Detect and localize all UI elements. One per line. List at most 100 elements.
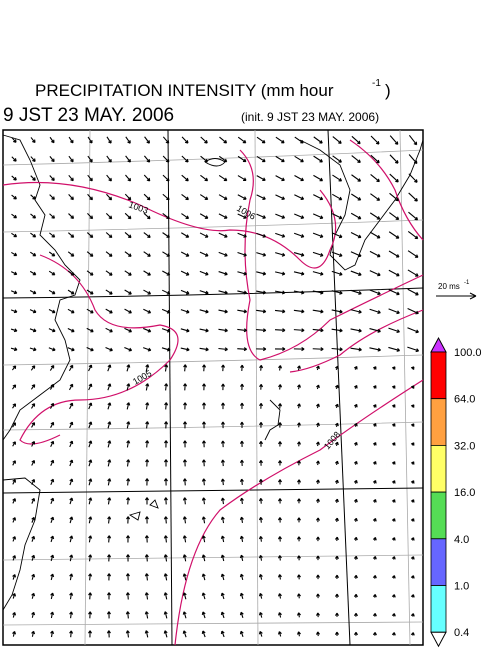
wind-arrow [353,498,358,503]
wind-arrow [49,383,55,390]
wind-arrow [391,480,396,484]
wind-arrow [219,136,228,144]
wind-arrow [126,421,131,429]
wind-arrow [163,573,168,581]
wind-arrow [389,154,399,164]
wind-arrow [259,402,264,409]
wind-scale: 20 ms -1 [436,280,477,300]
wind-arrow [202,383,207,391]
wind-arrow [143,232,151,239]
wind-arrow [30,403,36,409]
wind-arrow [277,460,283,466]
wind-arrow [256,136,266,144]
wind-arrow [388,346,401,352]
wind-arrow [275,213,286,219]
wind-arrow [332,174,343,182]
wind-arrow [256,347,267,352]
wind-arrow [182,573,187,581]
wind-arrow [258,440,264,447]
wind-arrow [259,364,264,371]
wind-arrow [391,499,396,503]
wind-arrow [48,347,56,352]
wind-arrow [69,516,74,524]
wind-arrow [87,193,93,201]
wind-arrow [296,460,302,466]
wind-arrow [256,155,266,163]
wind-arrow [201,421,207,429]
wind-arrow [202,364,207,372]
wind-arrow [220,421,225,429]
wind-arrow [372,385,377,389]
wind-arrow [88,573,93,581]
graticule-line [2,487,424,494]
wind-arrow [293,309,305,314]
colorbar-segment [430,491,447,540]
wind-arrow [277,441,283,447]
wind-arrow [201,516,206,524]
wind-arrow [220,611,225,619]
wind-arrow [67,251,75,257]
isobar [239,149,424,361]
wind-arrow [258,497,263,504]
wind-arrow [296,479,302,485]
wind-arrow [30,156,36,162]
title-superscript: -1 [372,78,381,89]
wind-arrow [144,592,149,600]
wind-arrow [11,137,17,143]
wind-arrow [275,232,286,238]
wind-arrow [312,309,324,314]
wind-arrow [126,516,131,524]
colorbar-label: 64.0 [454,394,475,406]
wind-arrow [410,404,415,408]
wind-arrow [12,555,17,561]
wind-arrow [68,213,75,219]
wind-arrow [124,289,132,295]
wind-arrow [49,213,56,219]
wind-arrow [105,346,113,352]
wind-arrow [407,288,419,296]
wind-arrow [239,402,245,409]
wind-arrow [312,290,324,295]
wind-arrow [143,289,152,295]
wind-arrow [391,613,396,617]
wind-arrow [105,270,113,276]
wind-arrow [107,383,112,391]
wind-arrow [410,632,415,636]
wind-arrow [163,497,168,505]
wind-arrow [69,459,74,467]
wind-arrow [50,459,55,466]
wind-arrow [258,592,263,599]
wind-arrow [410,537,415,541]
wind-arrow [50,516,55,524]
wind-arrow [125,611,130,619]
wind-arrow [237,328,248,333]
wind-arrow [316,384,320,390]
wind-arrow [372,461,377,465]
wind-arrow [163,630,168,638]
wind-arrow [29,347,37,352]
wind-arrow [182,497,187,505]
wind-arrow [315,498,320,504]
wind-arrow [391,537,396,541]
wind-arrow [312,232,324,238]
wind-arrow [350,289,362,295]
wind-arrow [199,309,209,314]
wind-arrow [239,516,244,523]
wind-arrow [256,271,267,276]
wind-arrow [68,364,74,372]
wind-arrow [388,289,400,296]
wind-arrow [350,270,362,277]
wind-arrow [88,535,93,543]
wind-arrow [331,251,343,257]
wind-arrow [69,478,74,486]
wind-arrow [220,573,225,581]
wind-arrow [88,440,93,448]
init-time: (init. 9 JST 23 MAY. 2006) [241,110,379,124]
wind-arrow [274,328,286,333]
wind-arrow [237,251,247,257]
wind-arrow [277,631,282,637]
wind-arrow [353,403,358,408]
wind-arrow [87,136,93,144]
wind-arrow [69,497,74,505]
wind-arrow [353,441,358,446]
